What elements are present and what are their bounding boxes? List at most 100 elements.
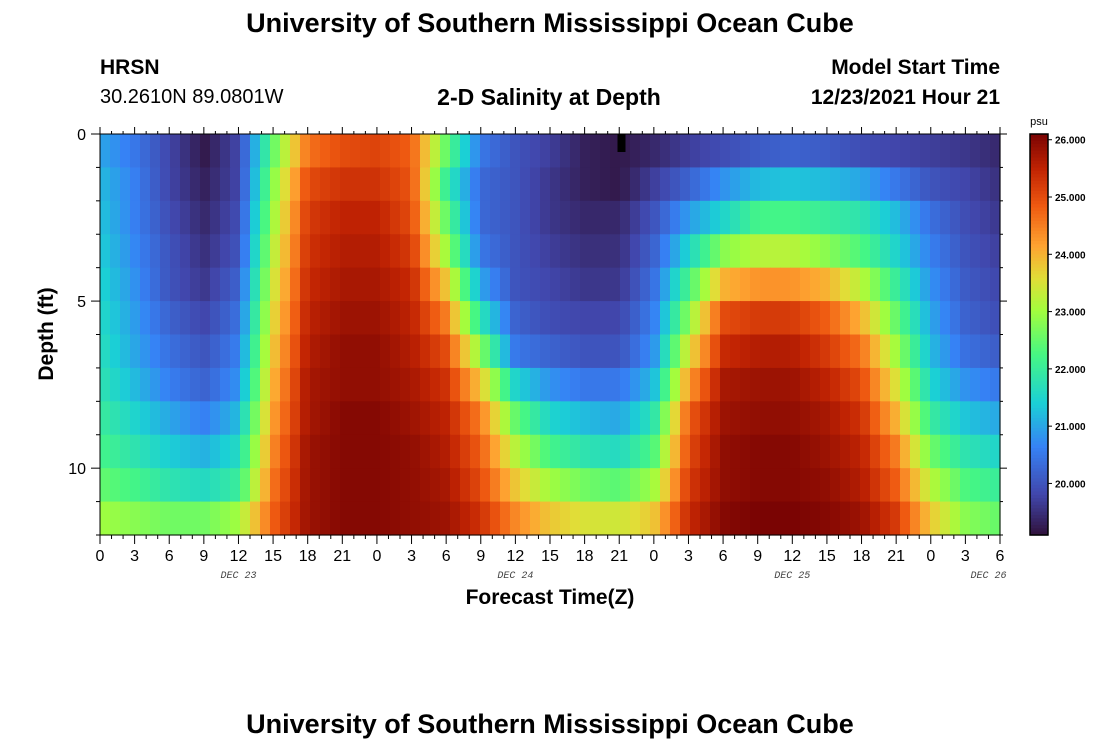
heatmap-cell (380, 267, 391, 302)
heatmap-cell (690, 301, 701, 336)
heatmap-cell (870, 367, 881, 402)
heatmap-cell (730, 501, 741, 536)
colorbar-swatch (1030, 424, 1048, 429)
heatmap-cell (730, 401, 741, 436)
heatmap-cell (760, 367, 771, 402)
x-tick-label: 0 (372, 548, 381, 565)
heatmap-cell (810, 234, 821, 269)
heatmap-cell (980, 468, 991, 503)
heatmap-cell (470, 334, 481, 369)
heatmap-cell (760, 501, 771, 536)
heatmap-cell (240, 468, 251, 503)
heatmap-cell (270, 501, 281, 536)
heatmap-cell (940, 301, 951, 336)
heatmap-cell (920, 267, 931, 302)
heatmap-cell (480, 301, 491, 336)
heatmap-cell (710, 401, 721, 436)
heatmap-cell (330, 468, 341, 503)
heatmap-cell (850, 167, 861, 202)
heatmap-cell (490, 134, 501, 169)
heatmap-cell (210, 434, 221, 469)
colorbar-swatch (1030, 421, 1048, 426)
heatmap-cell (760, 468, 771, 503)
heatmap-cell (490, 267, 501, 302)
heatmap-cell (550, 468, 561, 503)
heatmap-cell (880, 367, 891, 402)
heatmap-cell (260, 301, 271, 336)
heatmap-cell (130, 200, 141, 235)
heatmap-cell (670, 468, 681, 503)
heatmap-cell (790, 401, 801, 436)
heatmap-cell (350, 234, 361, 269)
heatmap-cell (530, 401, 541, 436)
heatmap-cell (990, 267, 1001, 302)
heatmap-cell (390, 334, 401, 369)
heatmap-cell (230, 167, 241, 202)
x-tick-label: 0 (649, 548, 658, 565)
heatmap-cell (690, 468, 701, 503)
heatmap-cell (750, 501, 761, 536)
heatmap-cell (870, 468, 881, 503)
heatmap-cell (500, 501, 511, 536)
heatmap-cell (890, 434, 901, 469)
heatmap-cell (540, 468, 551, 503)
heatmap-cell (330, 234, 341, 269)
heatmap-cell (460, 267, 471, 302)
heatmap-cell (440, 167, 451, 202)
heatmap-cell (990, 501, 1001, 536)
heatmap-cell (870, 301, 881, 336)
heatmap-cell (270, 334, 281, 369)
heatmap-cell (850, 301, 861, 336)
heatmap-cell (170, 167, 181, 202)
heatmap-cell (520, 267, 531, 302)
heatmap-cell (350, 167, 361, 202)
heatmap-cell (890, 200, 901, 235)
heatmap-cell (200, 267, 211, 302)
heatmap-cell (910, 267, 921, 302)
heatmap-cell (430, 134, 441, 169)
heatmap-cell (190, 200, 201, 235)
heatmap-cell (140, 367, 151, 402)
x-tick-label: 15 (541, 548, 559, 565)
heatmap-cell (730, 301, 741, 336)
heatmap-cell (170, 301, 181, 336)
heatmap-cell (380, 134, 391, 169)
heatmap-cell (230, 301, 241, 336)
heatmap-cell (450, 167, 461, 202)
heatmap-cell (390, 301, 401, 336)
heatmap-cell (280, 434, 291, 469)
heatmap-cell (530, 468, 541, 503)
heatmap-cell (410, 134, 421, 169)
heatmap-cell (300, 334, 311, 369)
heatmap-cell (360, 334, 371, 369)
heatmap-cell (810, 134, 821, 169)
heatmap-cell (690, 501, 701, 536)
heatmap-cell (710, 468, 721, 503)
heatmap-cell (430, 434, 441, 469)
heatmap-cell (730, 200, 741, 235)
heatmap-cell (510, 401, 521, 436)
heatmap-cell (560, 367, 571, 402)
heatmap-cell (950, 367, 961, 402)
heatmap-cell (580, 468, 591, 503)
heatmap-cell (440, 501, 451, 536)
heatmap-cell (740, 334, 751, 369)
heatmap-cell (950, 334, 961, 369)
heatmap-cell (160, 401, 171, 436)
heatmap-cell (740, 267, 751, 302)
heatmap-cell (540, 234, 551, 269)
colorbar-swatch (1030, 324, 1048, 329)
heatmap-cell (310, 434, 321, 469)
heatmap-cell (530, 501, 541, 536)
colorbar-swatch (1030, 411, 1048, 416)
heatmap-cell (720, 134, 731, 169)
heatmap-cell (220, 301, 231, 336)
heatmap-cell (730, 167, 741, 202)
heatmap-cell (480, 167, 491, 202)
colorbar: psu 26.000 25.000 24.000 23.000 22.000 21.000 2… (1029, 116, 1086, 536)
heatmap-cell (460, 301, 471, 336)
heatmap-cell (730, 267, 741, 302)
heatmap-cell (930, 401, 941, 436)
colorbar-swatch (1030, 267, 1048, 272)
heatmap-cell (980, 367, 991, 402)
